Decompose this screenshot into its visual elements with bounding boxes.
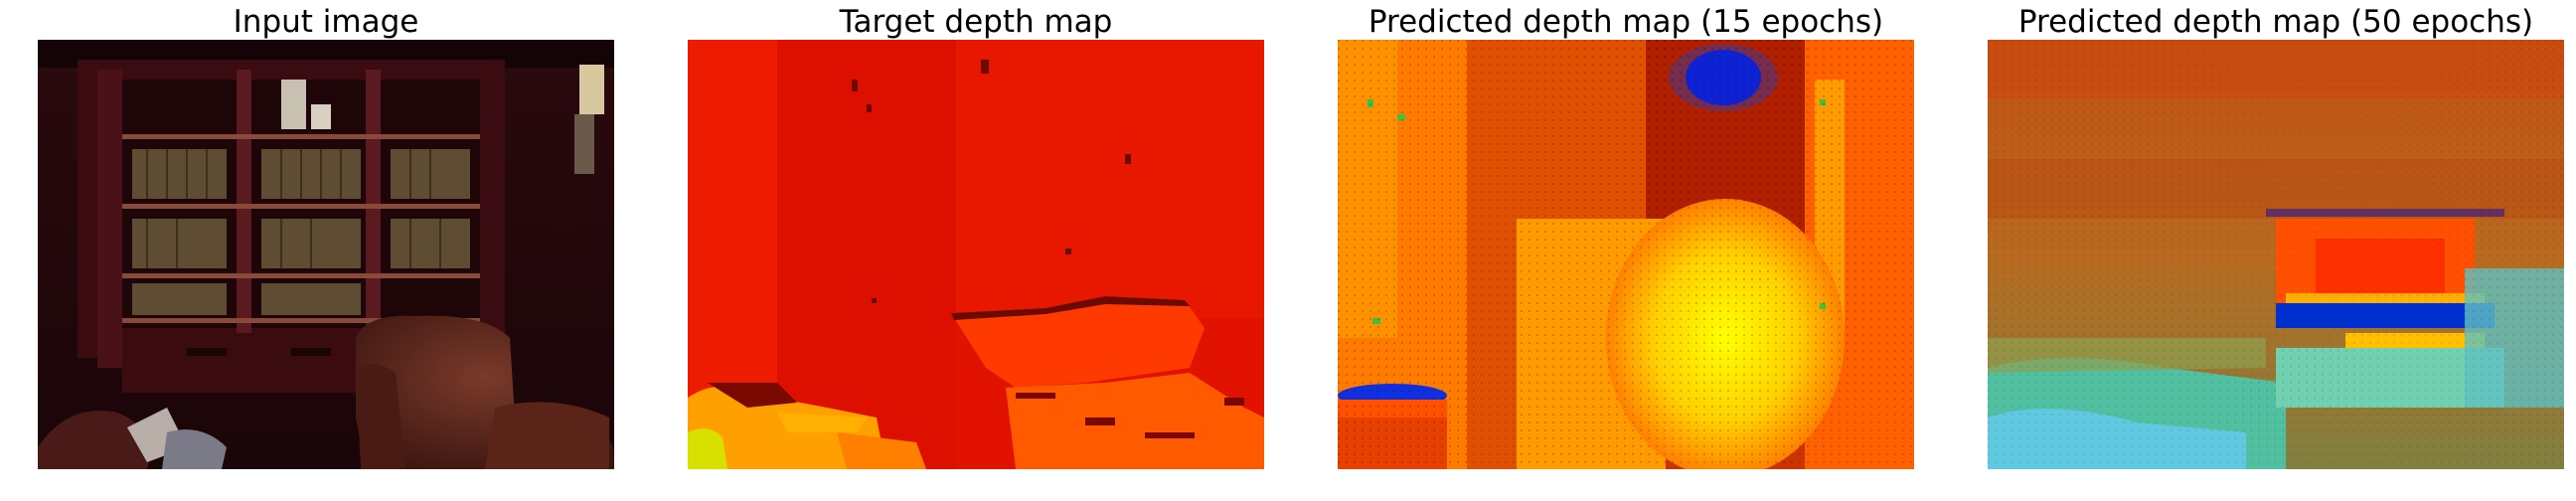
- predicted-50-image: [1988, 40, 2564, 469]
- predicted-50-panel: Predicted depth map (50 epochs): [1988, 0, 2564, 501]
- panel-title: Predicted depth map (15 epochs): [1368, 4, 1884, 40]
- panel-title: Predicted depth map (50 epochs): [2017, 4, 2534, 40]
- panel-title: Target depth map: [839, 4, 1113, 40]
- input-image-panel: Input image: [38, 0, 614, 501]
- predicted-15-image: [1338, 40, 1914, 469]
- input-image: [38, 40, 614, 469]
- target-depth-panel: Target depth map: [688, 0, 1264, 501]
- predicted-15-panel: Predicted depth map (15 epochs): [1338, 0, 1914, 501]
- target-depth-image: [688, 40, 1264, 469]
- panel-title: Input image: [233, 4, 419, 40]
